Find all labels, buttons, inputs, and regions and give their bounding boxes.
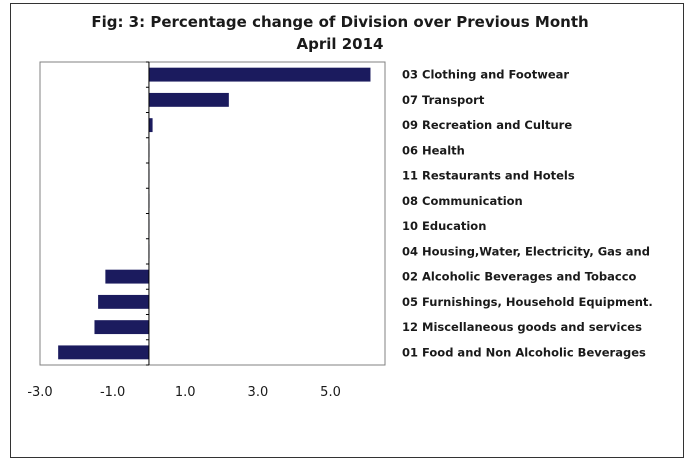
bar (94, 320, 149, 335)
category-label: 09 Recreation and Culture (402, 118, 572, 132)
category-label: 05 Furnishings, Household Equipment. (402, 295, 653, 309)
chart-subtitle: April 2014 (296, 35, 384, 53)
category-label: 04 Housing,Water, Electricity, Gas and (402, 244, 650, 258)
x-tick-label: 3.0 (248, 385, 269, 400)
category-label: 03 Clothing and Footwear (402, 68, 569, 82)
x-tick-label: -1.0 (100, 385, 125, 400)
plot-area (39, 61, 386, 366)
x-tick-label: 5.0 (320, 385, 341, 400)
category-label: 06 Health (402, 143, 465, 157)
category-label: 02 Alcoholic Beverages and Tobacco (402, 270, 637, 284)
bar (105, 269, 149, 284)
x-tick-label: -3.0 (27, 385, 52, 400)
category-label: 07 Transport (402, 93, 485, 107)
category-label: 10 Education (402, 219, 486, 233)
category-label: 12 Miscellaneous goods and services (402, 320, 642, 334)
bar (148, 92, 229, 107)
bar (148, 67, 371, 82)
category-label: 11 Restaurants and Hotels (402, 169, 575, 183)
bar (58, 345, 149, 360)
chart-title: Fig: 3: Percentage change of Division ov… (91, 13, 589, 31)
bar (98, 294, 149, 309)
bar (148, 118, 153, 133)
x-tick-label: 1.0 (175, 385, 196, 400)
category-label: 01 Food and Non Alcoholic Beverages (402, 345, 646, 359)
category-label: 08 Communication (402, 194, 523, 208)
